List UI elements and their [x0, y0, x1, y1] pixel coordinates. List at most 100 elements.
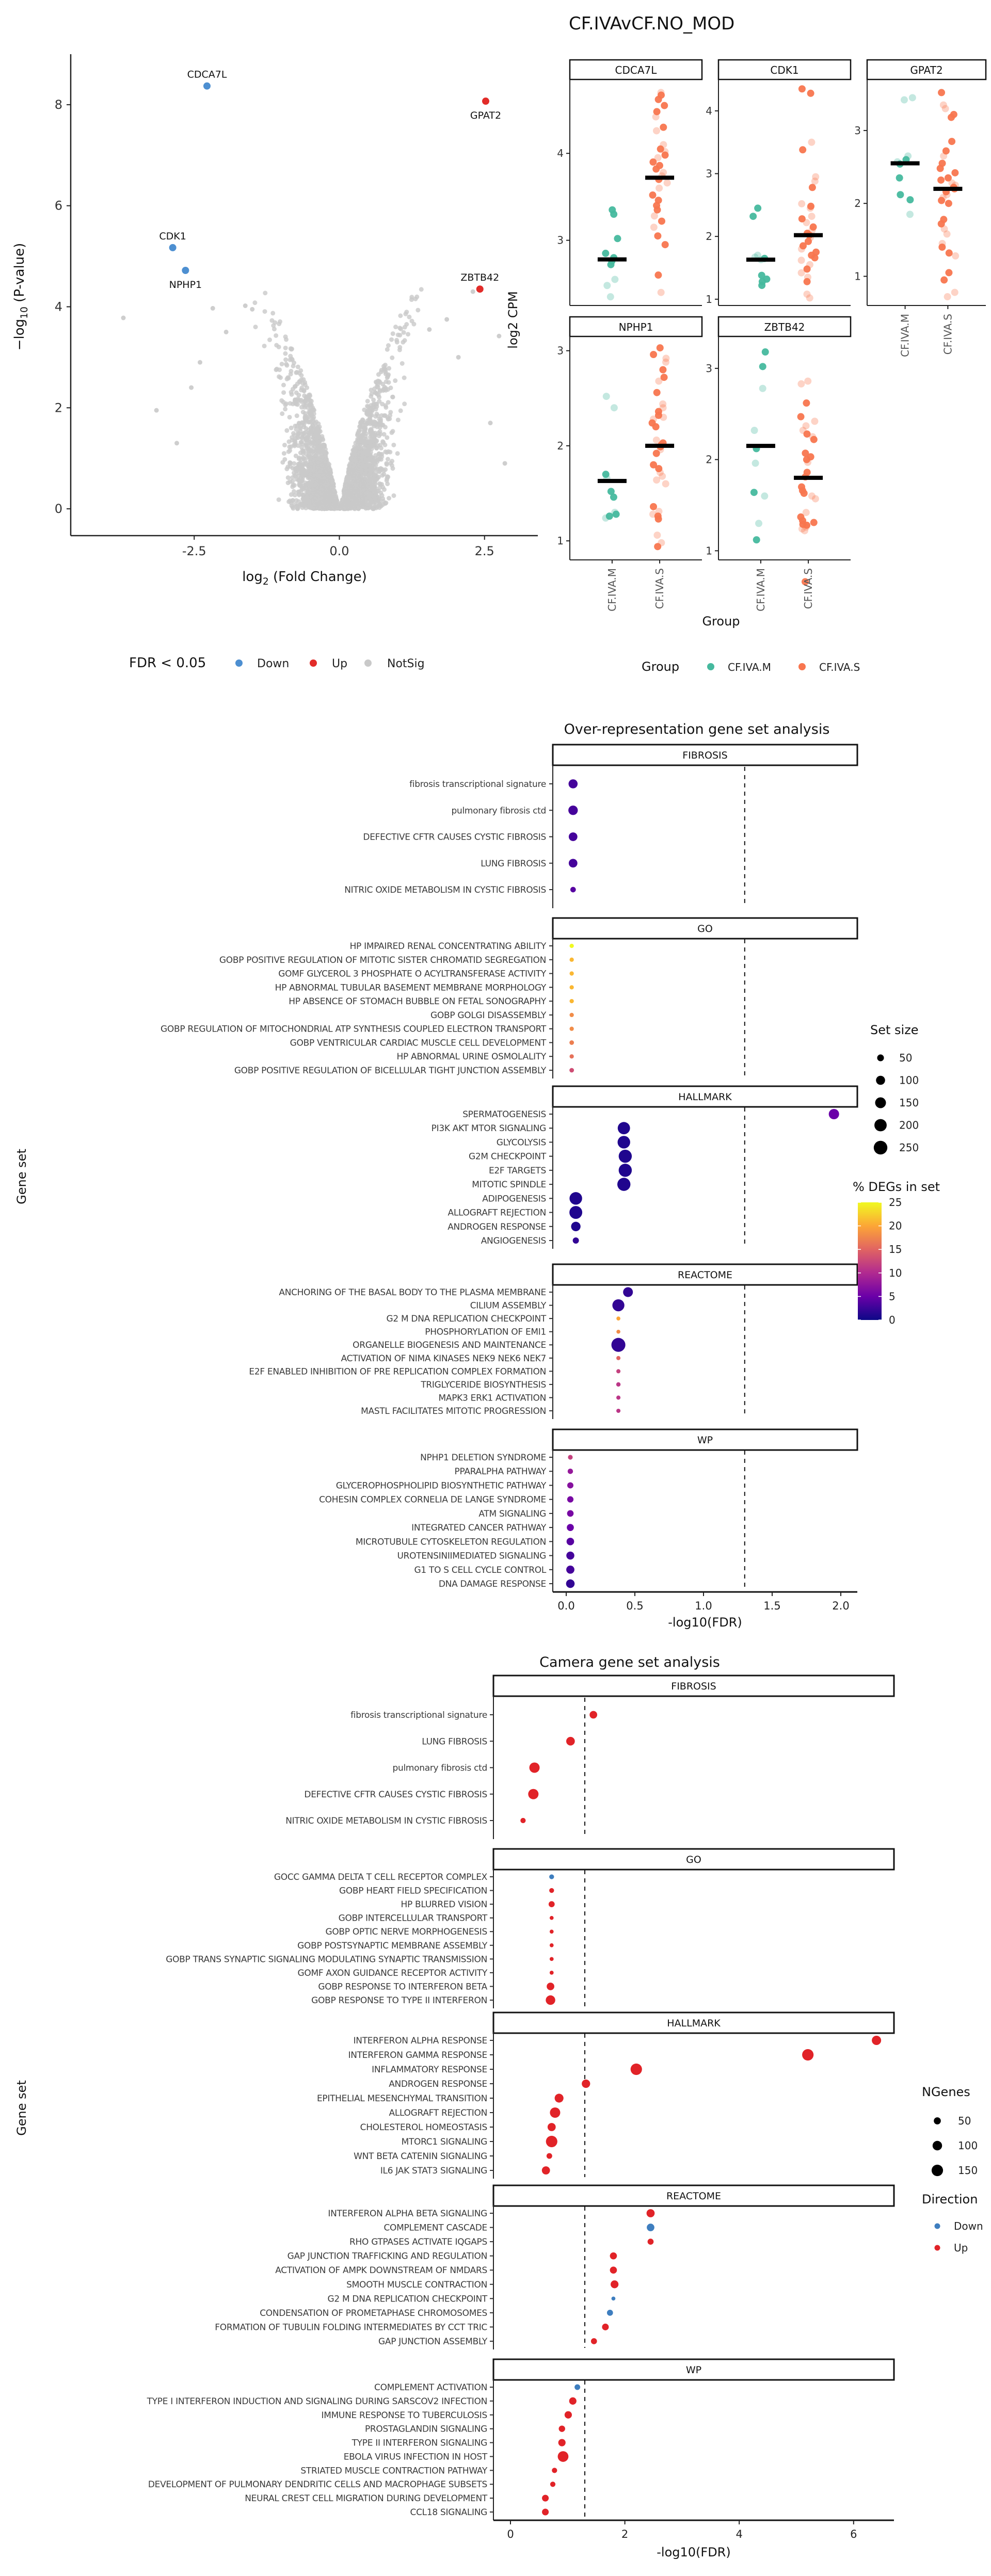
set-size-legend-dot	[877, 1054, 884, 1061]
gene-set-dot	[646, 2209, 655, 2217]
gene-set-dot	[589, 1711, 598, 1719]
strip-point	[655, 377, 663, 385]
gene-set-label: pulmonary fibrosis ctd	[393, 1763, 487, 1774]
strip-point	[749, 213, 757, 220]
gene-set-label: HP IMPAIRED RENAL CONCENTRATING ABILITY	[350, 941, 547, 952]
gene-point-CDCA7L	[203, 82, 211, 90]
gene-set-dot	[547, 1983, 554, 1990]
gene-set-label: G2 M DNA REPLICATION CHECKPOINT	[386, 1314, 546, 1324]
ora-section-title: Over-representation gene set analysis	[564, 721, 830, 737]
strip-point	[802, 578, 809, 586]
gene-set-dot	[549, 1929, 554, 1934]
strip-point	[944, 174, 952, 182]
median-bar	[645, 175, 675, 180]
notsig-point	[288, 353, 293, 359]
strip-point	[659, 366, 667, 374]
strip-point	[650, 351, 658, 359]
dotplot-y-title: Gene set	[14, 2080, 29, 2136]
strip-point	[610, 211, 618, 218]
notsig-point	[293, 502, 298, 507]
strip-x-title: Group	[702, 614, 740, 629]
facet-header-GO	[492, 1848, 895, 1871]
notsig-point	[283, 334, 288, 340]
strip-point	[654, 411, 662, 419]
strip-point	[650, 223, 658, 231]
notsig-point	[388, 449, 393, 455]
strip-point	[750, 489, 758, 496]
gene-set-dot	[630, 2063, 642, 2075]
strip-point	[804, 377, 812, 385]
gene-set-dot	[549, 1874, 554, 1879]
notsig-point	[288, 460, 293, 465]
gene-point-CDK1	[169, 244, 177, 251]
strip-point	[802, 449, 809, 457]
strip-point	[612, 510, 620, 518]
notsig-point	[318, 470, 323, 475]
gene-set-dot	[566, 1736, 575, 1746]
notsig-point	[324, 488, 329, 493]
facet-title-HALLMARK: HALLMARK	[678, 1091, 732, 1103]
gene-set-dot	[616, 1395, 621, 1400]
gene-set-label: CHOLESTEROL HOMEOSTASIS	[360, 2122, 487, 2133]
notsig-point	[294, 390, 299, 395]
strip-y-tick: 2	[706, 230, 712, 243]
gene-set-dot	[554, 2094, 564, 2103]
strip-point	[943, 230, 951, 238]
notsig-point	[349, 496, 355, 502]
gene-set-label: DEVELOPMENT OF PULMONARY DENDRITIC CELLS…	[148, 2480, 487, 2490]
strip-point	[803, 430, 811, 438]
notsig-point	[299, 431, 305, 437]
median-bar	[597, 257, 627, 262]
strip-y-tick: 3	[706, 362, 712, 375]
x-tick-label: 0.0	[557, 1600, 574, 1612]
notsig-point	[384, 461, 389, 466]
x-tick-label: 6	[850, 2528, 857, 2540]
gene-set-label: GOMF GLYCEROL 3 PHOSPHATE O ACYLTRANSFER…	[278, 969, 547, 979]
notsig-point	[299, 457, 304, 462]
notsig-point	[360, 417, 365, 422]
strip-point	[812, 173, 820, 181]
set-size-legend-value: 100	[899, 1074, 919, 1087]
notsig-point	[371, 397, 376, 403]
notsig-point	[352, 451, 357, 456]
notsig-point	[357, 424, 362, 429]
strip-point	[808, 492, 816, 500]
notsig-point	[318, 500, 323, 505]
notsig-point	[353, 489, 358, 494]
strip-point	[948, 114, 955, 121]
notsig-point	[377, 481, 382, 486]
notsig-point	[355, 476, 360, 481]
notsig-point	[377, 502, 382, 507]
notsig-point	[398, 408, 403, 413]
gene-set-dot	[550, 2107, 561, 2118]
ngenes-legend-value: 100	[958, 2139, 978, 2152]
notsig-point	[419, 287, 424, 292]
notsig-point	[358, 487, 363, 492]
notsig-point	[376, 433, 381, 439]
notsig-point	[295, 364, 300, 369]
gene-set-dot	[566, 1551, 574, 1560]
notsig-point	[407, 314, 412, 319]
notsig-point	[360, 480, 365, 485]
notsig-point	[311, 486, 316, 491]
gene-set-dot	[552, 2468, 557, 2473]
facet-header-FIBROSIS	[552, 744, 858, 766]
notsig-point	[382, 413, 388, 418]
notsig-point	[324, 477, 329, 482]
strip-point	[759, 384, 766, 392]
gene-set-label: PROSTAGLANDIN SIGNALING	[365, 2424, 487, 2435]
notsig-point	[391, 493, 396, 498]
facet-title-WP: WP	[686, 2364, 701, 2376]
notsig-point	[267, 337, 273, 343]
gene-set-dot	[572, 1237, 579, 1244]
x-tick-label: 0.0	[329, 544, 349, 558]
notsig-point	[281, 451, 286, 456]
notsig-point	[358, 434, 363, 440]
gene-set-dot	[550, 2482, 556, 2487]
notsig-point	[365, 404, 370, 409]
gene-set-label: MAPK3 ERK1 ACTIVATION	[439, 1393, 546, 1403]
notsig-point	[284, 376, 290, 381]
strip-point	[658, 217, 665, 225]
notsig-point	[306, 414, 311, 420]
notsig-point	[348, 488, 354, 493]
